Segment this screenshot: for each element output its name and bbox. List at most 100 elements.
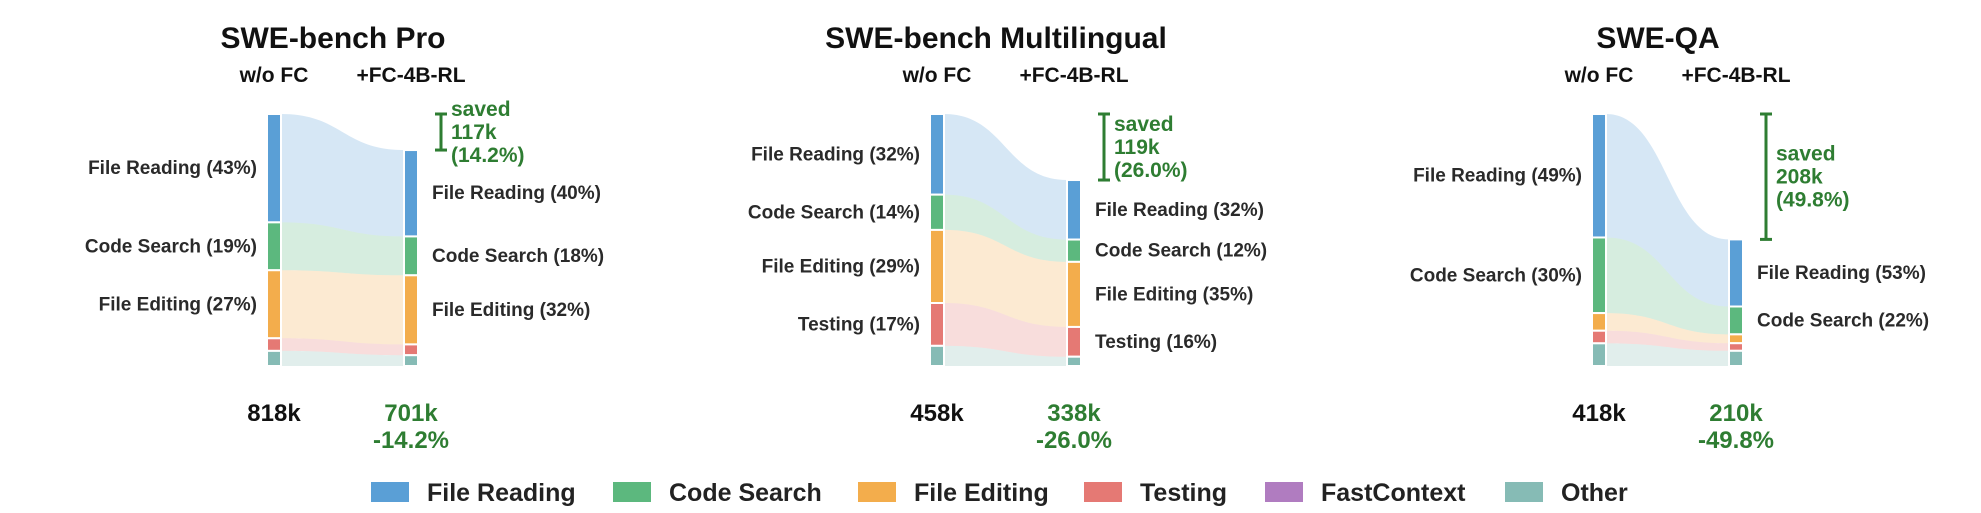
left-bar-file-editing: [929, 228, 945, 304]
panel-swe-qa: SWE-QA w/o FC +FC-4B-RL File Reading (49…: [1410, 22, 1929, 454]
panel-title: SWE-bench Multilingual: [825, 22, 1167, 55]
flow-testing: [281, 338, 404, 356]
flow-file-reading: [281, 114, 404, 237]
segment-labels: File Reading (32%) Code Search (14%) File …: [748, 144, 1267, 353]
left-bar-file-reading: [1591, 113, 1607, 239]
panel-swe-bench-pro: SWE-bench Pro w/o FC +FC-4B-RL File Read…: [85, 22, 604, 454]
right-bar-testing: [1728, 342, 1744, 352]
left-column-label: w/o FC: [239, 64, 309, 87]
flow-testing: [1606, 330, 1729, 351]
legend-label-file-editing: File Editing: [914, 479, 1049, 507]
flow-other: [944, 345, 1067, 366]
saved-pct: (49.8%): [1776, 189, 1850, 212]
left-label-file-editing: File Editing (29%): [762, 256, 920, 277]
right-bar-code-search: [403, 235, 419, 277]
left-bar-file-reading: [266, 113, 282, 224]
legend-item-file-editing: File Editing: [858, 479, 1049, 507]
left-bar-file-reading: [929, 113, 945, 196]
flow-code-search: [944, 194, 1067, 262]
right-bar-file-reading: [1728, 238, 1744, 308]
saved-label: saved: [1114, 113, 1174, 136]
right-bar-file-editing: [403, 274, 419, 346]
legend-label-testing: Testing: [1140, 479, 1227, 507]
left-bar-testing: [266, 337, 282, 352]
saved-amount: 117k: [451, 121, 497, 144]
saved-amount: 119k: [1114, 136, 1160, 159]
right-bar-other: [1066, 355, 1082, 368]
right-label-file-reading: File Reading (40%): [432, 183, 601, 204]
right-label-file-editing: File Editing (32%): [432, 300, 590, 321]
left-total: 418k: [1572, 400, 1626, 427]
right-label-code-search: Code Search (22%): [1757, 310, 1929, 331]
flow-code-search: [281, 222, 404, 276]
right-column-label: +FC-4B-RL: [1681, 64, 1790, 87]
panel-title: SWE-QA: [1596, 22, 1719, 55]
right-bar-code-search: [1728, 305, 1744, 336]
legend-label-code-search: Code Search: [669, 479, 822, 507]
right-label-file-editing: File Editing (35%): [1095, 284, 1253, 305]
right-bar-file-editing: [1066, 260, 1082, 328]
right-label-testing: Testing (16%): [1095, 332, 1217, 353]
flow-other: [281, 350, 404, 366]
right-label-code-search: Code Search (18%): [432, 246, 604, 267]
left-bar-code-search: [266, 221, 282, 272]
legend-label-other: Other: [1561, 479, 1628, 507]
segment-labels: File Reading (43%) Code Search (19%) File …: [85, 158, 604, 321]
right-bar-file-editing: [1728, 333, 1744, 345]
left-label-file-editing: File Editing (27%): [99, 294, 257, 315]
flows: [1606, 114, 1729, 366]
left-bar-code-search: [1591, 236, 1607, 315]
right-total: 210k: [1709, 400, 1763, 427]
flows: [281, 114, 404, 366]
bars: [929, 113, 1082, 368]
panel-swe-bench-multilingual: SWE-bench Multilingual w/o FC +FC-4B-RL …: [748, 22, 1267, 454]
legend: File Reading Code Search File Editing Testi…: [371, 479, 1628, 507]
left-bar-other: [1591, 342, 1607, 368]
left-label-code-search: Code Search (30%): [1410, 265, 1582, 286]
saved-pct: (14.2%): [451, 144, 525, 167]
panel-title: SWE-bench Pro: [220, 22, 445, 55]
saved-label: saved: [1776, 143, 1836, 166]
right-change: -26.0%: [1036, 427, 1112, 454]
legend-item-other: Other: [1505, 479, 1628, 507]
flow-file-editing: [1606, 313, 1729, 344]
right-bar-file-reading: [1066, 179, 1082, 241]
right-bar-file-reading: [403, 149, 419, 238]
left-bar-file-editing: [266, 269, 282, 340]
left-label-code-search: Code Search (14%): [748, 202, 920, 223]
right-total: 338k: [1047, 400, 1101, 427]
left-label-file-reading: File Reading (49%): [1413, 166, 1582, 187]
legend-label-file-reading: File Reading: [427, 479, 576, 507]
left-label-code-search: Code Search (19%): [85, 236, 257, 257]
left-label-file-reading: File Reading (43%): [88, 158, 257, 179]
saved-label: saved: [451, 98, 511, 121]
flow-file-reading: [944, 114, 1067, 240]
right-bar-testing: [1066, 325, 1082, 358]
right-label-file-reading: File Reading (32%): [1095, 200, 1264, 221]
flow-testing: [944, 303, 1067, 357]
saved-pct: (26.0%): [1114, 159, 1188, 182]
right-bar-other: [403, 354, 419, 368]
bars: [1591, 113, 1744, 368]
right-label-file-reading: File Reading (53%): [1757, 263, 1926, 284]
left-bar-other: [929, 344, 945, 367]
legend-swatch-file-reading: [371, 482, 409, 502]
legend-swatch-other: [1505, 482, 1543, 502]
flow-file-reading: [1606, 114, 1729, 307]
left-bar-testing: [1591, 329, 1607, 345]
left-label-file-reading: File Reading (32%): [751, 144, 920, 165]
flows: [944, 114, 1067, 366]
legend-swatch-code-search: [613, 482, 651, 502]
legend-label-fastcontext: FastContext: [1321, 479, 1466, 507]
legend-item-testing: Testing: [1084, 479, 1227, 507]
left-bar-other: [266, 349, 282, 368]
right-total: 701k: [384, 400, 438, 427]
right-change: -14.2%: [373, 427, 449, 454]
right-bar-other: [1728, 349, 1744, 367]
right-label-code-search: Code Search (12%): [1095, 241, 1267, 262]
left-bar-code-search: [929, 193, 945, 231]
